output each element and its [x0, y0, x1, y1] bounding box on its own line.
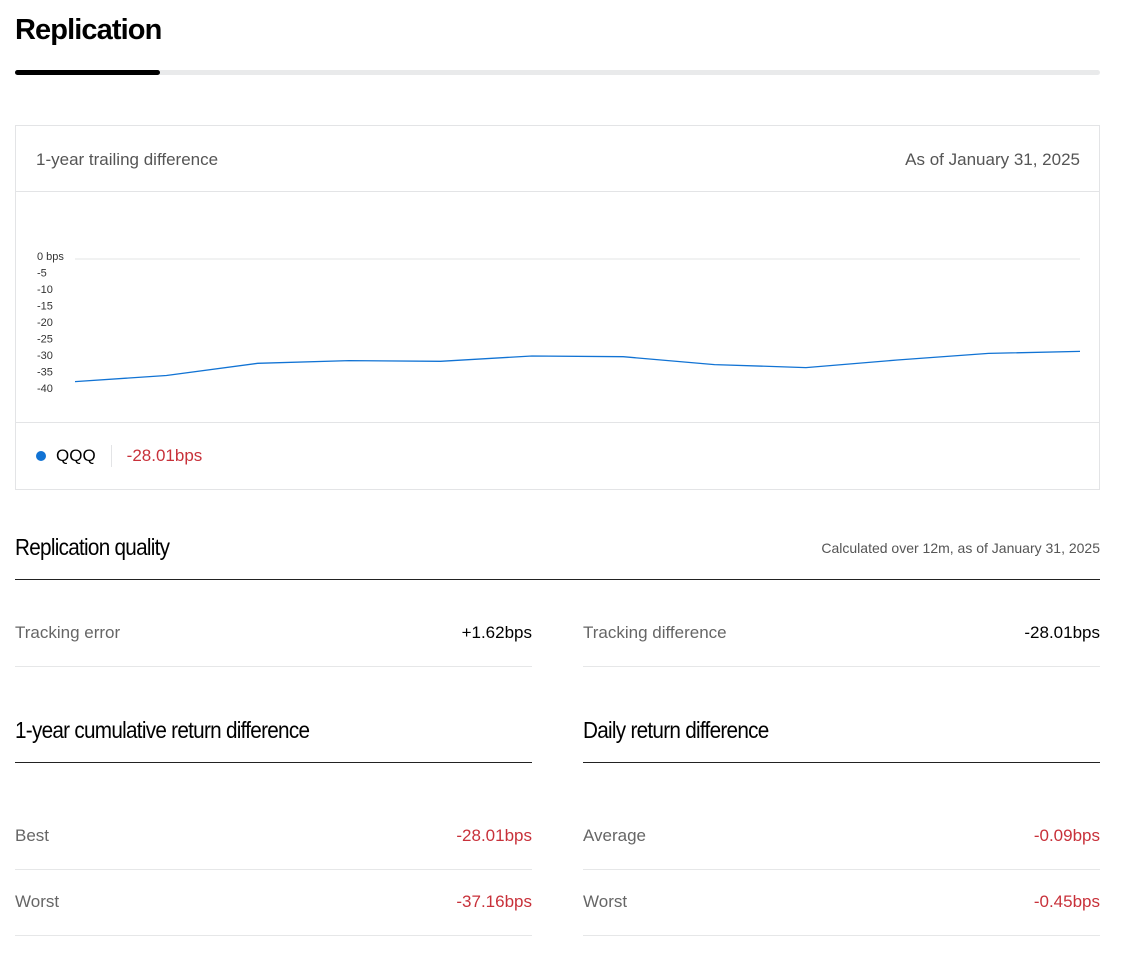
card-divider-top	[16, 191, 1099, 192]
y-tick-label: -35	[37, 367, 53, 379]
tab-bar	[15, 70, 1100, 75]
tracking-error-value: +1.62bps	[461, 623, 532, 642]
tracking-difference-value: -28.01bps	[1024, 623, 1100, 642]
replication-quality-rule	[15, 579, 1100, 580]
cumulative-rule	[15, 762, 532, 763]
cumulative-best-value: -28.01bps	[456, 826, 532, 845]
y-axis-ticks: 0 bps -5 -10 -15 -20 -25 -30 -35 -40	[37, 251, 64, 395]
chart-legend: QQQ -28.01bps	[36, 444, 202, 468]
daily-worst-label: Worst	[583, 892, 628, 911]
y-tick-label: -5	[37, 268, 47, 280]
legend-series-value: -28.01bps	[126, 446, 203, 465]
daily-average-value: -0.09bps	[1033, 826, 1100, 845]
y-tick-label: -30	[37, 350, 53, 362]
cumulative-worst-value: -37.16bps	[456, 892, 532, 911]
y-tick-label: -40	[37, 383, 53, 395]
tab-replication-indicator[interactable]	[15, 70, 160, 75]
trailing-difference-chart: 0 bps -5 -10 -15 -20 -25 -30 -35 -40	[37, 251, 1081, 395]
daily-rule	[583, 762, 1100, 763]
daily-heading: Daily return difference	[583, 717, 769, 743]
trailing-difference-card: 1-year trailing difference As of January…	[15, 125, 1100, 490]
daily-worst-value: -0.45bps	[1033, 892, 1100, 911]
legend-series-name: QQQ	[56, 446, 96, 465]
daily-worst-rule	[583, 935, 1100, 936]
page-title: Replication	[15, 14, 162, 46]
card-title: 1-year trailing difference	[36, 150, 219, 169]
legend-dot-qqq	[36, 451, 46, 461]
y-tick-label: -25	[37, 334, 53, 346]
daily-average-rule	[583, 869, 1100, 870]
card-as-of-date: As of January 31, 2025	[905, 150, 1080, 169]
card-divider-bottom	[16, 422, 1099, 423]
series-line-qqq[interactable]	[74, 350, 1081, 383]
y-tick-label: -10	[37, 284, 53, 296]
cumulative-heading: 1-year cumulative return difference	[15, 717, 310, 743]
replication-quality-note: Calculated over 12m, as of January 31, 2…	[821, 540, 1100, 556]
cumulative-worst-label: Worst	[15, 892, 60, 911]
cumulative-best-label: Best	[15, 826, 50, 845]
tracking-difference-label: Tracking difference	[583, 623, 727, 642]
y-tick-label: 0 bps	[37, 251, 64, 263]
cumulative-best-rule	[15, 869, 532, 870]
tracking-error-rule	[15, 666, 532, 667]
tracking-error-label: Tracking error	[15, 623, 121, 642]
y-tick-label: -15	[37, 301, 53, 313]
legend-separator	[110, 445, 112, 467]
cumulative-worst-rule	[15, 935, 532, 936]
daily-average-label: Average	[583, 826, 647, 845]
y-tick-label: -20	[37, 317, 53, 329]
tracking-difference-rule	[583, 666, 1100, 667]
replication-quality-heading: Replication quality	[15, 534, 170, 560]
